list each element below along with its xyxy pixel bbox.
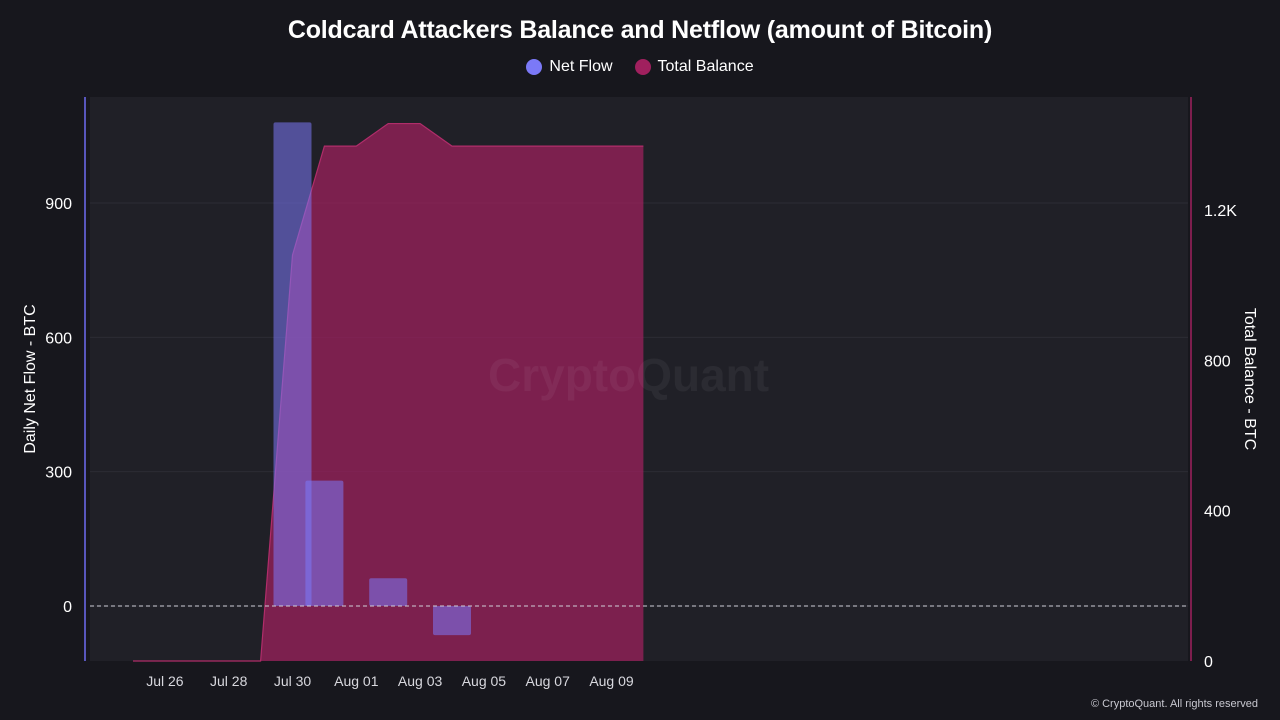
net-flow-swatch [526, 59, 543, 75]
copyright: © CryptoQuant. All rights reserved [1090, 698, 1258, 710]
total-balance-swatch [634, 59, 651, 75]
x-tick-label-5: Aug 05 [462, 673, 507, 689]
x-tick-label-4: Aug 03 [398, 673, 443, 689]
x-tick-label-0: Jul 26 [146, 673, 184, 689]
watermark: CryptoQuant [488, 349, 770, 401]
left-axis-title: Daily Net Flow - BTC [22, 304, 39, 453]
x-tick-label-6: Aug 07 [526, 673, 571, 689]
right-tick-label-2: 800 [1204, 353, 1231, 370]
x-tick-label-3: Aug 01 [334, 673, 379, 689]
legend-label-net-flow: Net Flow [549, 58, 613, 75]
left-tick-label-3: 900 [45, 196, 72, 213]
right-axis-title: Total Balance - BTC [1241, 308, 1258, 450]
net-flow-bar-3 [433, 606, 471, 636]
legend-item-total-balance[interactable]: Total Balance [634, 58, 754, 76]
right-tick-label-3: 1.2K [1204, 203, 1237, 220]
left-tick-label-0: 0 [63, 599, 72, 616]
chart-title: Coldcard Attackers Balance and Netflow (… [287, 16, 993, 44]
x-tick-label-1: Jul 28 [210, 673, 248, 689]
legend: Net Flow Total Balance [0, 58, 1280, 76]
total-balance-area [133, 123, 644, 661]
net-flow-bar-2 [369, 578, 408, 606]
right-tick-label-1: 400 [1204, 504, 1231, 521]
total-balance-line [133, 122, 644, 662]
left-tick-label-2: 600 [45, 330, 72, 347]
x-tick-label-7: Aug 09 [589, 673, 634, 689]
x-tick-label-2: Jul 30 [274, 673, 312, 689]
legend-label-total-balance: Total Balance [657, 58, 754, 75]
net-flow-bar-1 [305, 480, 344, 606]
net-flow-bar-0 [273, 122, 312, 607]
right-tick-label-0: 0 [1204, 654, 1213, 671]
legend-item-net-flow[interactable]: Net Flow [526, 58, 613, 76]
left-tick-label-1: 300 [45, 465, 72, 482]
